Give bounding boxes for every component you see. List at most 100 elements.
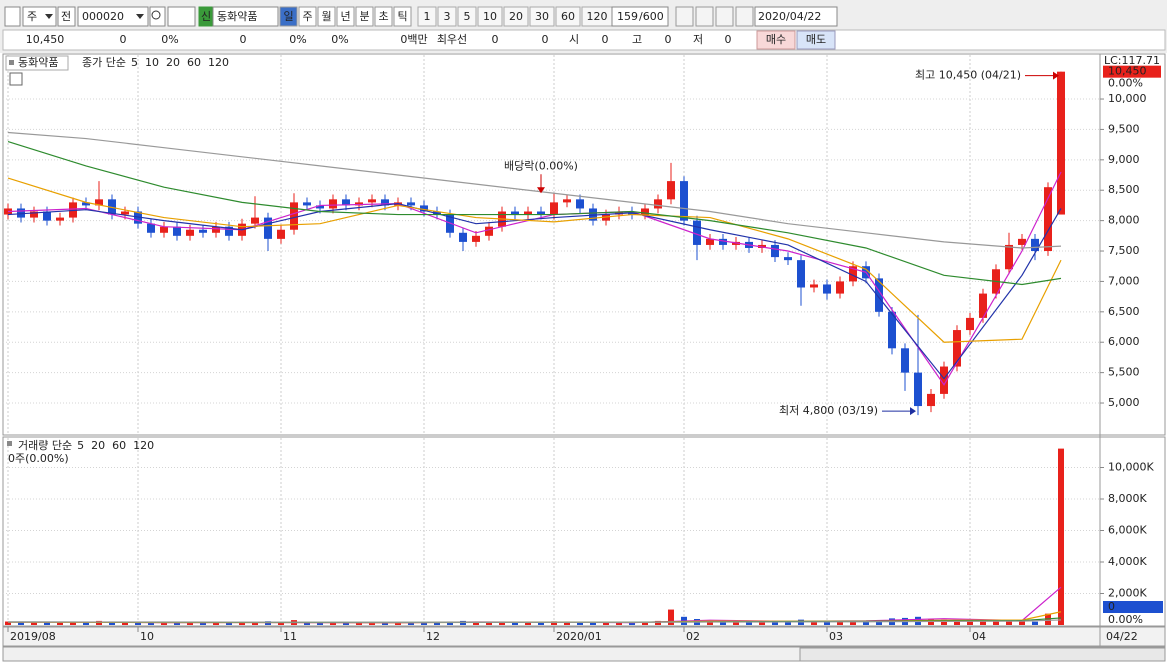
label: 1 <box>424 10 431 23</box>
volume-bar <box>382 622 388 625</box>
candle-body <box>225 226 233 236</box>
volume-bar <box>57 622 63 625</box>
multiplier-button[interactable] <box>417 6 437 27</box>
label: 매도 <box>806 33 826 46</box>
annotation: 최저 4,800 (03/19) <box>779 404 878 417</box>
period-unit-button[interactable] <box>374 6 393 27</box>
volume-bar <box>83 622 89 625</box>
legend-entry: 60 <box>187 56 201 69</box>
volume-bar <box>993 620 999 625</box>
label: 120 <box>587 10 608 23</box>
sound-button[interactable] <box>167 6 196 27</box>
tool-button[interactable] <box>735 6 754 27</box>
date-box[interactable] <box>754 6 838 27</box>
icon-button[interactable] <box>4 6 21 27</box>
multiplier-button[interactable] <box>529 6 555 27</box>
volume-bar <box>941 619 947 625</box>
code-input[interactable] <box>77 6 149 27</box>
scroll-controls[interactable] <box>799 647 1166 662</box>
legend-entry: 10 <box>145 56 159 69</box>
label: 0% <box>161 33 178 46</box>
annotation: 최고 10,450 (04/21) <box>915 69 1021 82</box>
volume-bar <box>70 621 76 625</box>
label: /600 <box>639 10 664 23</box>
candle-body <box>693 220 701 245</box>
period-unit-button[interactable] <box>336 6 355 27</box>
candle-body <box>459 232 467 242</box>
candle-body <box>381 199 389 206</box>
sell-button[interactable] <box>796 30 836 50</box>
volume-bar <box>278 622 284 625</box>
legend-marker <box>7 441 12 446</box>
volume-bar <box>772 621 778 625</box>
dropdown-arrow <box>136 14 144 19</box>
period-unit-button[interactable] <box>393 6 412 27</box>
multiplier-button[interactable] <box>457 6 477 27</box>
buy-button[interactable] <box>756 30 796 50</box>
label: 분 <box>359 10 369 23</box>
period-unit-button[interactable] <box>355 6 374 27</box>
volume-bar <box>746 622 752 625</box>
volume-bar <box>707 620 713 625</box>
volume-bar <box>1058 448 1064 625</box>
multiplier-button[interactable] <box>437 6 457 27</box>
volume-bar <box>538 622 544 625</box>
x-tick-label: 04/22 <box>1106 630 1138 643</box>
multiplier-button[interactable] <box>503 6 529 27</box>
candle-body <box>199 229 207 233</box>
volume-bar <box>473 622 479 625</box>
volume-bar <box>200 622 206 625</box>
name-box <box>212 6 279 27</box>
tool-button[interactable] <box>675 6 694 27</box>
multiplier-button[interactable] <box>555 6 581 27</box>
volume-bar <box>239 622 245 625</box>
x-tick-label: 02 <box>686 630 700 643</box>
y-tick-label: 5,000 <box>1108 396 1140 409</box>
volume-bar <box>564 621 570 625</box>
label: 10,450 <box>1108 65 1147 78</box>
label: 10,450 <box>26 33 65 46</box>
label: 신 <box>201 10 211 23</box>
volume-bar <box>434 622 440 625</box>
volume-bar <box>512 622 518 625</box>
chart-icon[interactable] <box>9 72 23 86</box>
candle-body <box>771 244 779 258</box>
y-tick-label: 8,000K <box>1108 492 1147 505</box>
legend-entry: 20 <box>91 439 105 452</box>
period-unit-button[interactable] <box>317 6 336 27</box>
volume-bar <box>330 622 336 625</box>
volume-bar <box>824 621 830 625</box>
candle-body <box>927 393 935 407</box>
label: 000020 <box>82 10 124 23</box>
candle-body <box>303 202 311 206</box>
label: 0.00% <box>1108 77 1143 90</box>
prev-button[interactable] <box>57 6 76 27</box>
volume-bar <box>1006 620 1012 625</box>
candle-body <box>95 199 103 206</box>
candle-body <box>134 211 142 224</box>
candle-body <box>251 217 259 224</box>
volume-bar <box>395 623 401 625</box>
tool-button[interactable] <box>715 6 734 27</box>
period-unit-button[interactable] <box>298 6 317 27</box>
volume-bar <box>577 622 583 625</box>
candle-body <box>836 281 844 294</box>
label: 0 <box>665 33 672 46</box>
candle-body <box>264 217 272 239</box>
candle-body <box>810 284 818 288</box>
label: 0.00% <box>1108 613 1143 626</box>
volume-bar <box>1019 621 1025 625</box>
x-tick-label: 11 <box>283 630 297 643</box>
label: 최우선 <box>437 33 467 46</box>
legend-entry: 20 <box>166 56 180 69</box>
multiplier-button[interactable] <box>477 6 503 27</box>
candle-body <box>212 226 220 233</box>
y-tick-label: 6,000K <box>1108 524 1147 537</box>
volume-bar <box>5 621 11 625</box>
period-select[interactable] <box>22 6 57 27</box>
tool-button[interactable] <box>695 6 714 27</box>
period-unit-button[interactable] <box>279 6 298 27</box>
candle-body <box>368 199 376 203</box>
volume-bar <box>629 622 635 625</box>
